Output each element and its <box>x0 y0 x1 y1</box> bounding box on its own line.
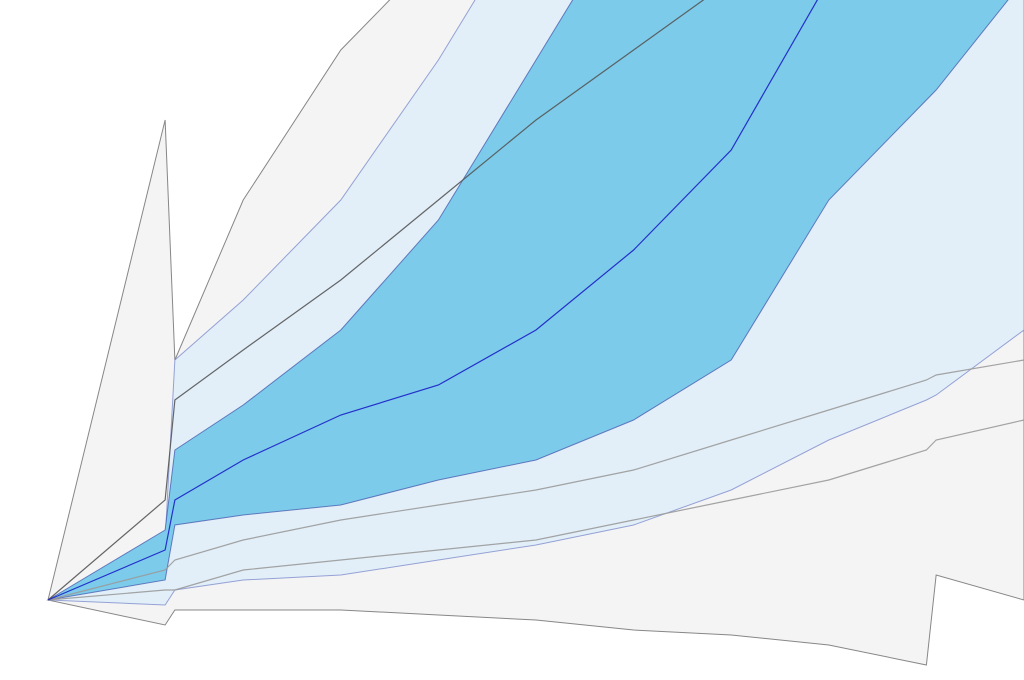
band <box>47 0 1009 601</box>
series-line <box>47 0 819 601</box>
series-line <box>47 419 1024 601</box>
series-line <box>47 359 1024 601</box>
series-line <box>47 0 705 601</box>
